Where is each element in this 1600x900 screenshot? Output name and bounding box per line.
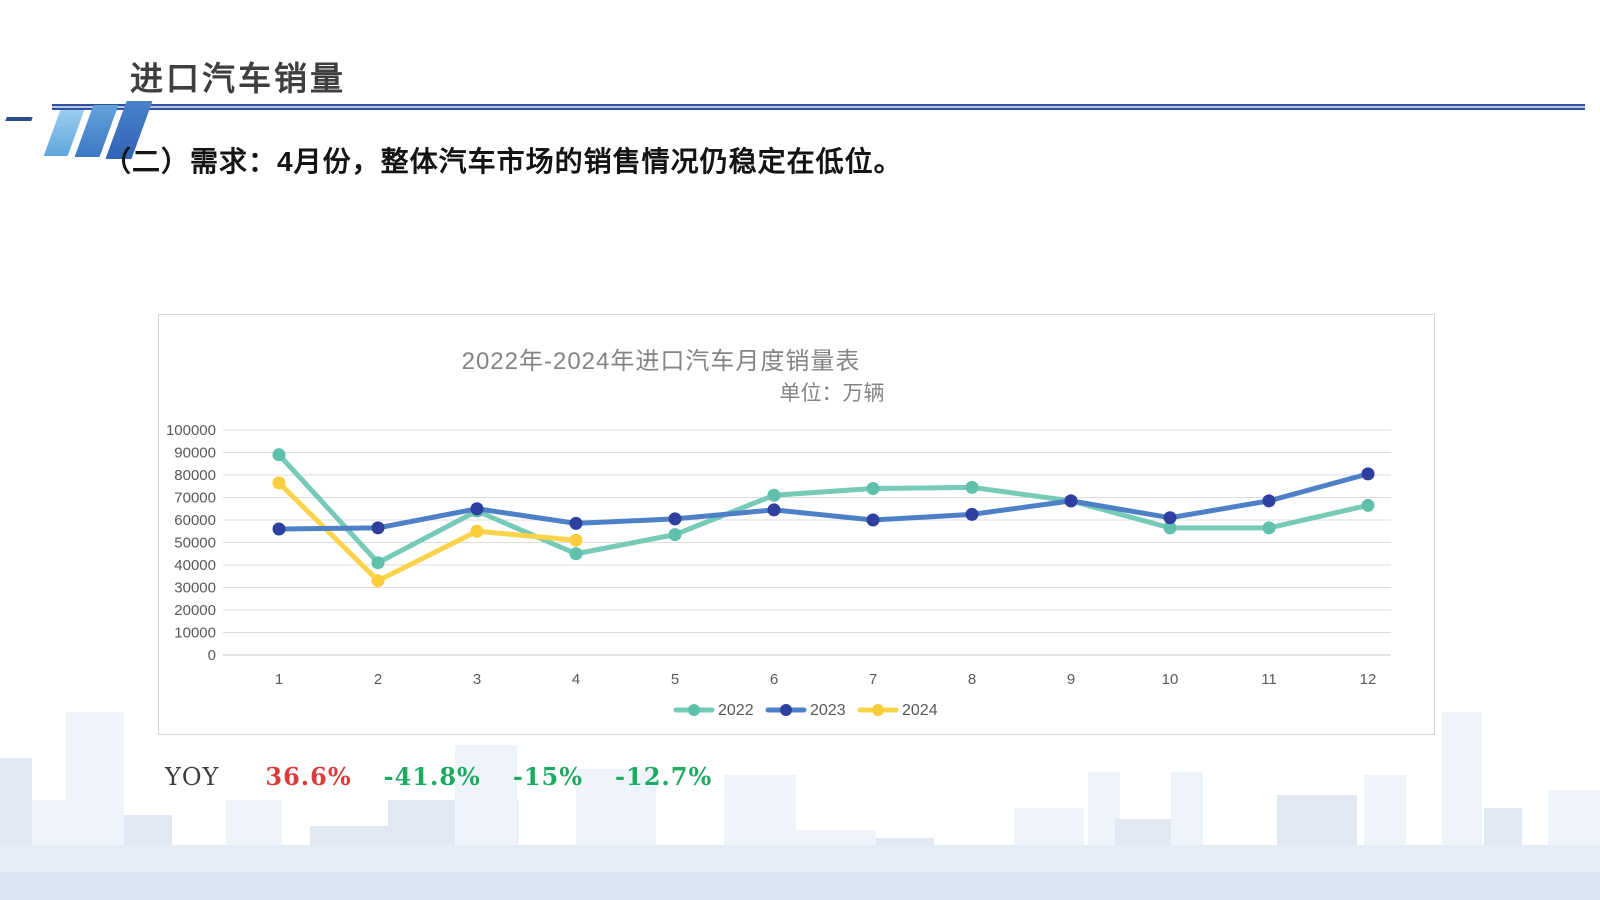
svg-text:12: 12 (1360, 671, 1377, 688)
svg-text:5: 5 (671, 671, 679, 688)
series-marker-2022 (965, 480, 979, 494)
series-marker-2023 (1262, 494, 1276, 508)
svg-text:60000: 60000 (174, 512, 216, 529)
skyline-building (0, 872, 1600, 900)
series-marker-2023 (767, 503, 781, 517)
svg-text:10000: 10000 (174, 625, 216, 642)
sales-line-chart: 0 10000 20000 30000 40000 50000 60000 70000 8000… (166, 422, 1391, 719)
svg-text:9: 9 (1067, 671, 1075, 688)
series-marker-2023 (371, 521, 385, 535)
yoy-value-3: -15% (512, 762, 584, 791)
series-marker-2022 (1361, 498, 1375, 512)
chart-title: 2022年-2024年进口汽车月度销量表 (461, 348, 861, 375)
svg-text:10: 10 (1162, 671, 1179, 688)
svg-text:2022: 2022 (718, 702, 754, 719)
logo-underline-dash (5, 117, 33, 121)
series-marker-2022 (1262, 521, 1276, 535)
svg-text:3: 3 (473, 671, 481, 688)
series-line-2022 (276, 452, 1371, 566)
svg-text:2023: 2023 (810, 702, 846, 719)
y-tick-labels: 0 10000 20000 30000 40000 50000 60000 70000 8000… (166, 422, 216, 664)
series-marker-2022 (1163, 521, 1177, 535)
series-marker-2024 (371, 574, 385, 588)
svg-text:7: 7 (869, 671, 877, 688)
header-divider-line (52, 104, 1585, 110)
yoy-label: YOY (165, 763, 220, 791)
chart-unit-label: 单位：万辆 (779, 382, 885, 405)
page-title: 进口汽车销量 (130, 60, 346, 97)
series-marker-2024 (272, 476, 286, 490)
series-marker-2023 (272, 522, 286, 536)
series-marker-2023 (1064, 494, 1078, 508)
series-marker-2023 (1163, 511, 1177, 525)
series-marker-2022 (569, 547, 583, 561)
svg-text:50000: 50000 (174, 535, 216, 552)
legend-item-2023: 2023 (765, 702, 846, 719)
y-gridlines (223, 429, 1391, 656)
svg-text:6: 6 (770, 671, 778, 688)
series-line-2024 (276, 480, 579, 584)
section-subtitle: （二）需求：4月份，整体汽车市场的销售情况仍稳定在低位。 (103, 146, 903, 177)
series-2024 (272, 476, 583, 588)
series-marker-2023 (569, 516, 583, 530)
chart-panel: 2022年-2024年进口汽车月度销量表 单位：万辆 0 10000 20000 30… (158, 314, 1435, 735)
svg-text:8: 8 (968, 671, 976, 688)
svg-text:40000: 40000 (174, 557, 216, 574)
series-marker-2023 (470, 502, 484, 516)
svg-text:30000: 30000 (174, 580, 216, 597)
svg-text:20000: 20000 (174, 602, 216, 619)
series-marker-2023 (965, 507, 979, 521)
yoy-row: YOY 36.6% -41.8% -15% -12.7% (165, 762, 744, 791)
series-marker-2023 (866, 513, 880, 527)
series-2022 (272, 448, 1375, 570)
svg-text:0: 0 (208, 647, 216, 664)
yoy-value-1: 36.6% (265, 762, 352, 791)
series-marker-2024 (569, 533, 583, 547)
svg-text:11: 11 (1261, 671, 1277, 688)
svg-text:70000: 70000 (174, 490, 216, 507)
series-marker-2022 (866, 482, 880, 495)
svg-text:2: 2 (374, 671, 382, 688)
svg-text:80000: 80000 (174, 467, 216, 484)
legend: 2022 2023 2024 (673, 702, 938, 719)
series-marker-2023 (668, 512, 682, 526)
series-line-2023 (276, 471, 1371, 532)
series-marker-2022 (272, 448, 286, 462)
legend-item-2024: 2024 (857, 702, 938, 719)
legend-item-2022: 2022 (673, 702, 754, 719)
x-tick-labels: 1 2 3 4 5 6 7 8 9 10 11 12 (275, 671, 1377, 688)
svg-text:2024: 2024 (902, 702, 938, 719)
svg-text:1: 1 (275, 671, 283, 688)
series-2023 (272, 467, 1375, 536)
series-marker-2022 (767, 488, 781, 502)
yoy-value-2: -41.8% (383, 762, 481, 791)
yoy-value-4: -12.7% (615, 762, 713, 791)
series-marker-2022 (371, 556, 385, 570)
svg-text:90000: 90000 (174, 445, 216, 462)
series-marker-2023 (1361, 467, 1375, 481)
svg-text:100000: 100000 (166, 422, 216, 439)
series-marker-2024 (470, 524, 484, 538)
svg-text:4: 4 (572, 671, 580, 688)
series-marker-2022 (668, 528, 682, 542)
